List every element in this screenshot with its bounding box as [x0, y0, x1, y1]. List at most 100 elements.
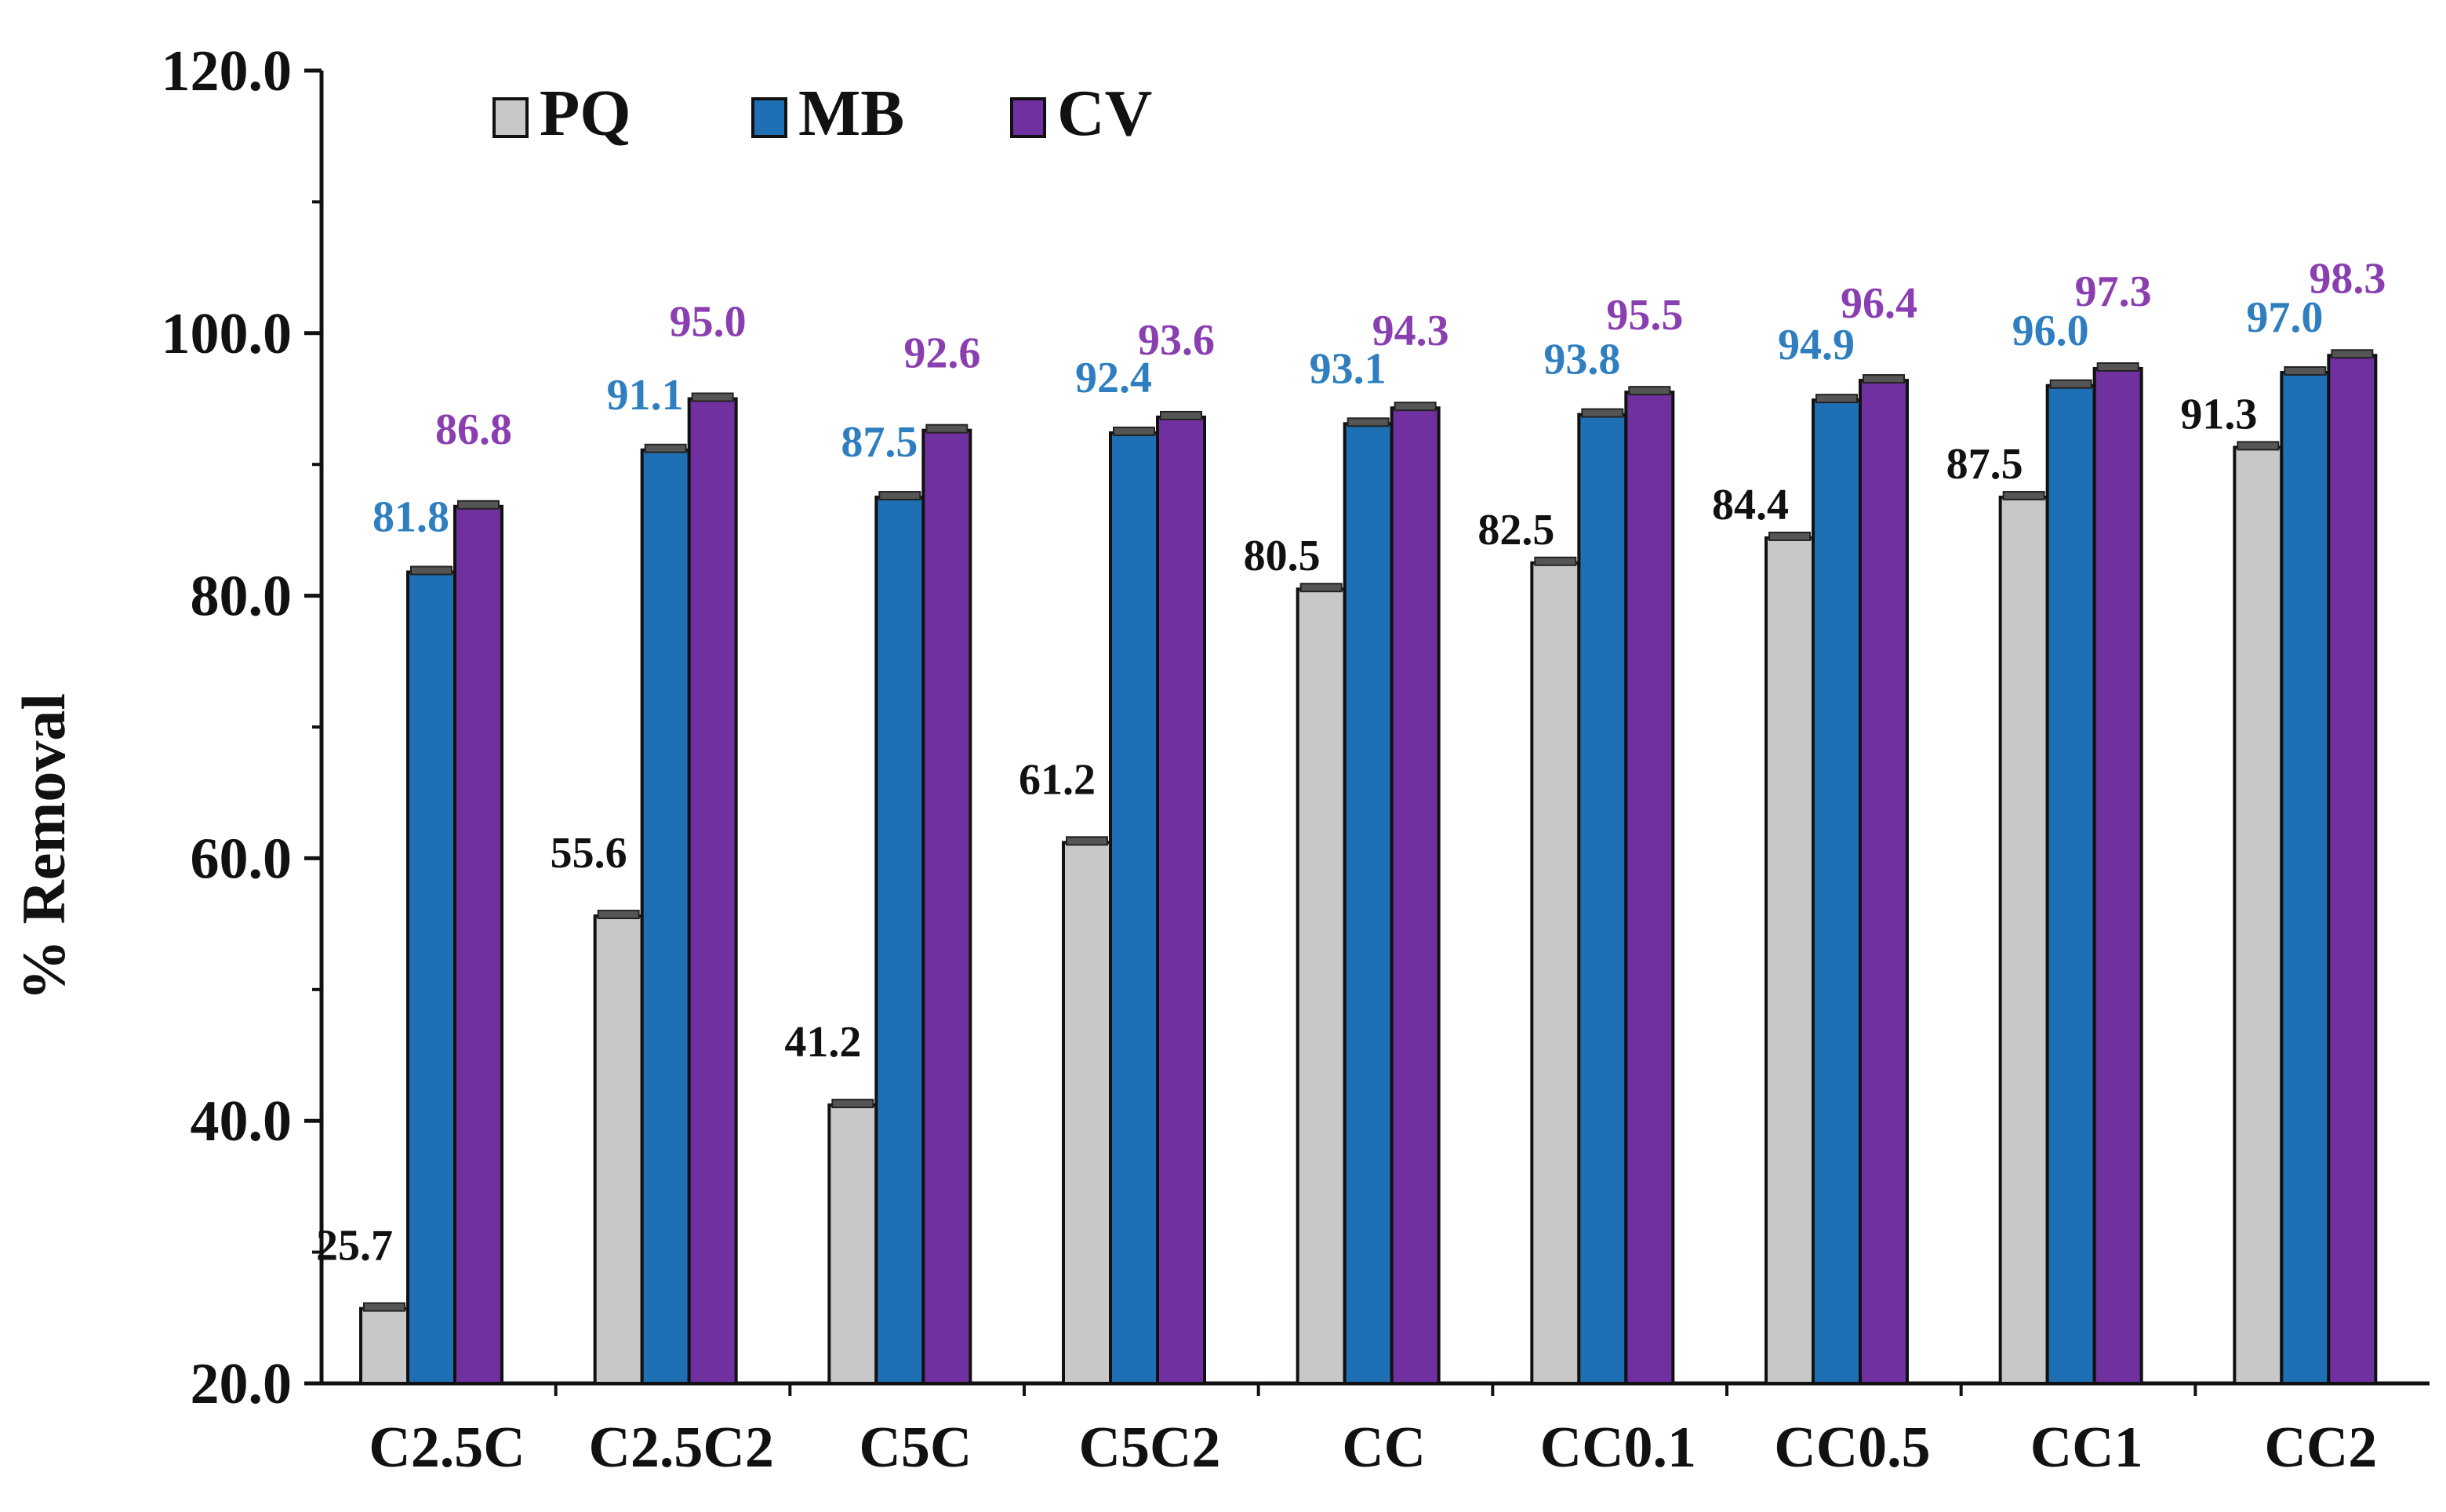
bar-cv: [453, 504, 503, 1386]
error-bar: [2002, 491, 2045, 501]
x-axis: C2.5C C2.5C2 C5C C5C2 CC CC0.1 CC0.5 CC1 CC2: [322, 1381, 2430, 1480]
x-category-label: C2.5C: [369, 1416, 525, 1480]
bar-mb: [1343, 422, 1394, 1385]
bar-cv: [1390, 406, 1441, 1385]
bar-mb: [640, 448, 691, 1385]
error-bar: [1394, 402, 1437, 412]
y-tick-label: 120.0: [162, 39, 293, 104]
bar-mb: [2280, 371, 2331, 1385]
error-bar: [1347, 417, 1390, 427]
data-label-mb: 93.1: [1310, 344, 1387, 393]
bar-pq: [1998, 496, 2049, 1385]
error-bar: [1534, 556, 1577, 566]
data-label-cv: 95.5: [1606, 291, 1683, 340]
error-bar: [1160, 410, 1202, 420]
legend-swatch-pq: [492, 97, 529, 138]
data-label-cv: 95.0: [670, 298, 747, 347]
bar-cv: [2327, 354, 2378, 1385]
error-bar: [644, 443, 687, 453]
data-label-pq: 61.2: [1019, 755, 1096, 804]
legend: PQ MB CV: [492, 77, 1152, 150]
bar-cv: [1624, 391, 1675, 1385]
x-category-label: CC1: [2030, 1416, 2143, 1480]
legend-swatch-cv: [1010, 97, 1046, 138]
data-label-cv: 94.3: [1372, 307, 1449, 355]
x-category-label: C5C: [859, 1416, 972, 1480]
error-bar: [2237, 441, 2280, 451]
data-label-pq: 80.5: [1244, 532, 1321, 580]
error-bar: [1299, 583, 1343, 593]
data-label-mb: 96.0: [2012, 307, 2089, 355]
data-label-cv: 98.3: [2309, 254, 2386, 303]
data-label-cv: 86.8: [435, 405, 512, 454]
error-bar: [2049, 379, 2092, 389]
bars: [359, 349, 2378, 1386]
y-tick-label: 60.0: [191, 827, 293, 891]
data-label-pq: 25.7: [316, 1222, 393, 1270]
bar-cv: [1859, 379, 1909, 1386]
bar-pq: [2233, 445, 2284, 1385]
data-label-cv: 96.4: [1841, 279, 1917, 328]
bar-cv: [2092, 366, 2143, 1385]
data-label-mb: 87.5: [841, 418, 918, 467]
data-label-cv: 93.6: [1138, 316, 1215, 365]
bar-mb: [1812, 398, 1862, 1386]
bar-pq: [1296, 587, 1347, 1385]
error-bar: [691, 392, 734, 402]
bar-pq: [1062, 841, 1112, 1385]
data-label-mb: 91.1: [607, 371, 684, 420]
data-label-pq: 55.6: [551, 829, 627, 878]
x-category-label: CC: [1342, 1416, 1426, 1480]
error-bar: [925, 423, 969, 434]
bar-cv: [687, 397, 738, 1385]
data-label-cv: 92.6: [903, 329, 980, 378]
bar-mb: [2045, 383, 2096, 1385]
data-label-pq: 84.4: [1712, 481, 1789, 529]
error-bar: [831, 1099, 874, 1109]
y-axis: 20.0 40.0 60.0 80.0 100.0 120.0: [162, 39, 324, 1416]
bar-pq: [359, 1307, 409, 1386]
x-category-label: CC2: [2264, 1416, 2377, 1480]
x-category-label: CC0.1: [1540, 1416, 1696, 1480]
data-label-pq: 87.5: [1946, 440, 2023, 489]
legend-label-pq: PQ: [540, 77, 631, 150]
data-label-mb: 97.0: [2246, 293, 2323, 342]
data-label-cv: 97.3: [2075, 267, 2152, 316]
bar-pq: [1765, 536, 1815, 1385]
data-label-mb: 81.8: [373, 492, 449, 541]
y-tick-label: 80.0: [191, 565, 293, 629]
bar-cv: [1156, 415, 1206, 1385]
error-bar: [1113, 427, 1155, 437]
legend-label-cv: CV: [1057, 77, 1152, 150]
bar-mb: [406, 570, 456, 1385]
bar-mb: [1577, 413, 1628, 1385]
y-axis-label: % Removal: [9, 693, 78, 1001]
x-category-label: CC0.5: [1774, 1416, 1930, 1480]
data-label-mb: 92.4: [1075, 354, 1152, 402]
data-label-pq: 82.5: [1477, 506, 1554, 554]
error-bar: [1581, 408, 1624, 418]
error-bar: [1863, 374, 1905, 384]
x-category-label: C2.5C2: [588, 1416, 773, 1480]
bar-pq: [1530, 561, 1581, 1385]
legend-label-mb: MB: [798, 77, 904, 150]
error-bar: [878, 491, 921, 501]
error-bar: [1628, 386, 1671, 396]
bar-mb: [1109, 431, 1159, 1385]
legend-swatch-mb: [751, 97, 787, 138]
error-bar: [2331, 349, 2374, 359]
data-label-mb: 94.9: [1778, 321, 1855, 369]
x-category-label: C5C2: [1079, 1416, 1221, 1480]
error-bar: [1768, 531, 1811, 541]
y-tick-label: 20.0: [191, 1352, 293, 1416]
bar-cv: [921, 428, 972, 1385]
error-bar: [2096, 362, 2139, 372]
data-label-pq: 91.3: [2180, 390, 2257, 438]
bar-pq: [827, 1103, 878, 1386]
error-bar: [2284, 366, 2327, 376]
data-labels: 25.7 81.8 86.8 55.6 91.1 95.0 41.2 87.5 92.6 61.2…: [316, 254, 2386, 1270]
bar-pq: [593, 914, 644, 1385]
data-label-pq: 41.2: [784, 1018, 861, 1067]
y-tick-label: 40.0: [191, 1089, 293, 1154]
